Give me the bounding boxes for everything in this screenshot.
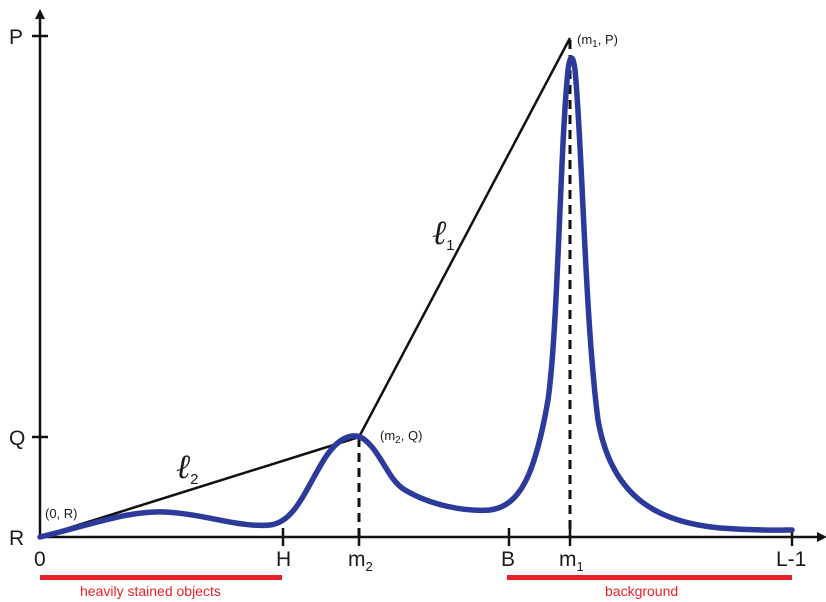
histogram-curve: [37, 55, 795, 540]
x-label-B: B: [501, 548, 515, 571]
y-label-P: P: [9, 26, 23, 49]
range-label-background: background: [605, 583, 678, 599]
x-label-0: 0: [34, 548, 46, 571]
x-label-m1: m1: [559, 548, 584, 574]
range-bar-background: [507, 575, 792, 580]
point-label-m2Q: (m2, Q): [380, 428, 422, 446]
line-l1: [357, 37, 572, 438]
line-label-l2: ℓ2: [176, 449, 199, 488]
range-bar-stained: [40, 575, 282, 580]
y-label-Q: Q: [9, 427, 25, 450]
line-label-l1: ℓ1: [432, 215, 455, 254]
y-label-R: R: [9, 527, 24, 550]
x-label-L1: L-1: [776, 548, 806, 571]
x-label-H: H: [276, 548, 291, 571]
x-label-m2: m2: [348, 548, 373, 574]
point-label-origin: (0, R): [45, 506, 78, 521]
range-label-stained: heavily stained objects: [80, 583, 221, 599]
point-label-m1P: (m1, P): [577, 32, 618, 50]
